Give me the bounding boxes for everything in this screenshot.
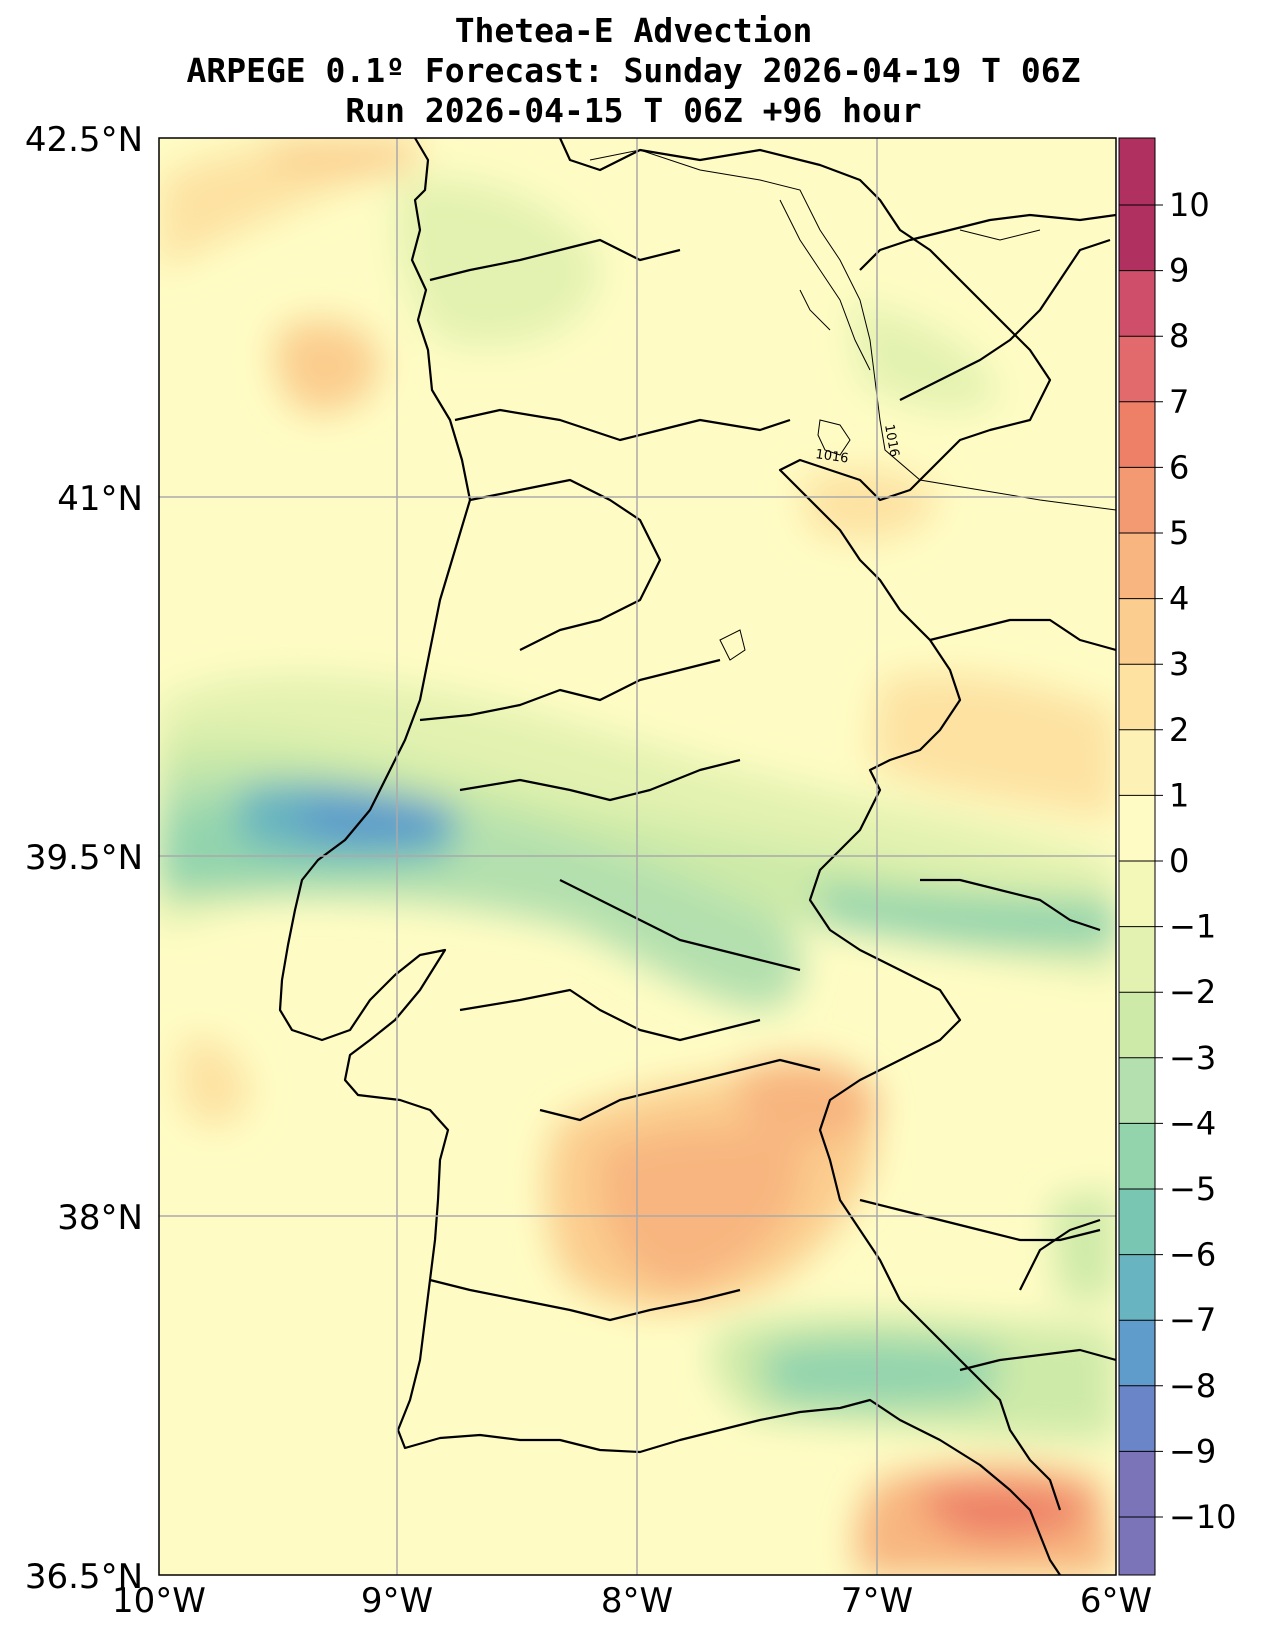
isobar-label: 1016 [814,447,849,466]
lat-tick-label: 39.5°N [25,838,143,878]
lon-tick-label: 8°W [601,1581,673,1621]
colorbar-segment [1119,598,1155,665]
colorbar-tick-label: 1 [1169,776,1189,814]
colorbar-tick-label: 10 [1169,186,1210,224]
colorbar-segment [1119,992,1155,1059]
colorbar-segment [1119,861,1155,928]
colorbar-tick-label: −8 [1169,1367,1216,1405]
colorbar-tick-label: 8 [1169,317,1189,355]
chart-title-line-3: Run 2026-04-15 T 06Z +96 hour [345,91,922,130]
lon-tick-label: 10°W [112,1581,206,1621]
colorbar-segment [1119,1451,1155,1518]
colorbar-segment [1119,401,1155,468]
lat-tick-label: 38°N [57,1198,143,1238]
lat-tick-label: 36.5°N [25,1557,143,1597]
colorbar-segment [1119,795,1155,862]
chart-title-line-2: ARPEGE 0.1º Forecast: Sunday 2026-04-19 … [186,51,1081,90]
colorbar-tick-label: 0 [1169,842,1189,880]
colorbar-segment [1119,336,1155,403]
colorbar-segment [1119,533,1155,600]
colorbar-segment [1119,1385,1155,1452]
isobar-label: 1016 [881,423,902,458]
colorbar-tick-label: −9 [1169,1432,1216,1470]
colorbar-segment [1119,270,1155,337]
lat-tick-label: 42.5°N [25,120,143,160]
colorbar-tick-label: 6 [1169,448,1189,486]
colorbar-segment [1119,926,1155,993]
colorbar-tick-label: 5 [1169,514,1189,552]
colorbar-segment [1119,1189,1155,1256]
lat-tick-label: 41°N [57,479,143,519]
colorbar-tick-label: −7 [1169,1301,1216,1339]
coastline-and-borders [278,138,1116,1575]
lon-tick-label: 9°W [361,1581,433,1621]
colorbar-tick-label: 2 [1169,711,1189,749]
colorbar-segment [1119,1517,1155,1576]
border-portugal-spain [558,138,1062,1511]
lon-tick-label: 6°W [1080,1581,1152,1621]
colorbar-tick-label: −10 [1169,1498,1237,1536]
colorbar-tick-label: −4 [1169,1104,1216,1142]
colorbar-tick-label: 4 [1169,580,1189,618]
colorbar-tick-label: 9 [1169,252,1189,290]
colorbar-tick-label: −6 [1169,1236,1216,1274]
colorbar-tick-label: −3 [1169,1039,1216,1077]
colorbar-segment [1119,664,1155,731]
colorbar-segment [1119,138,1155,206]
colorbar-tick-label: 3 [1169,645,1189,683]
colorbar-segment [1119,1254,1155,1321]
map-frame [158,137,1117,1576]
colorbar-segment [1119,729,1155,796]
colorbar-segment [1119,1123,1155,1190]
colorbar-tick-label: −2 [1169,973,1216,1011]
colorbar-tick-label: −5 [1169,1170,1216,1208]
colorbar-tick-label: 7 [1169,383,1189,421]
colorbar-tick-label: −1 [1169,908,1216,946]
colorbar-segment [1119,1320,1155,1387]
lon-tick-label: 7°W [841,1581,913,1621]
isobars [589,149,1116,661]
colorbar-segment [1119,467,1155,534]
chart-title-line-1: Thetea-E Advection [454,11,813,50]
gridlines [159,138,1116,1575]
coastline-path [278,138,1061,1575]
colorbar-segment [1119,205,1155,272]
colorbar-segment [1119,1057,1155,1124]
colorbar-frame [1118,137,1156,1576]
